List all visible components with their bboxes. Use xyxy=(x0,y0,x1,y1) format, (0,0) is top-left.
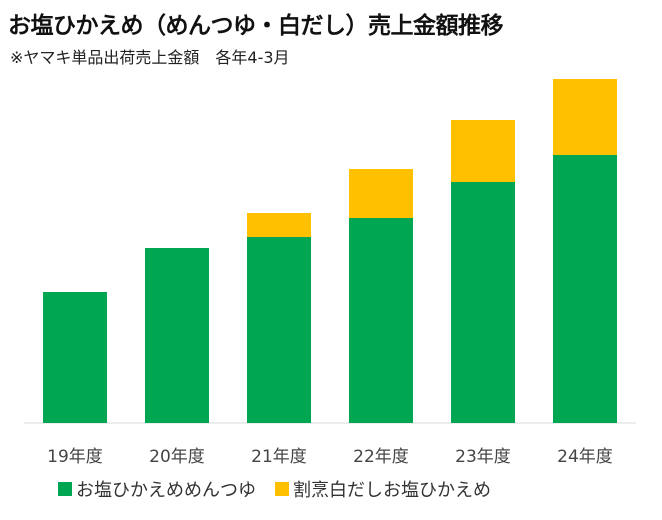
bar-shirodashi-2 xyxy=(247,213,311,237)
legend-swatch-0 xyxy=(58,482,72,496)
bar-mentsuyu-3 xyxy=(349,218,413,423)
bar-mentsuyu-0 xyxy=(43,292,107,423)
x-tick-label: 23年度 xyxy=(455,447,511,467)
bar-shirodashi-5 xyxy=(553,79,617,155)
chart-subtitle: ※ヤマキ単品出荷売上金額 各年4-3月 xyxy=(10,48,290,67)
legend-swatch-1 xyxy=(275,482,289,496)
bar-mentsuyu-4 xyxy=(451,182,515,423)
bar-shirodashi-3 xyxy=(349,169,413,218)
chart-title: お塩ひかえめ（めんつゆ・白だし）売上金額推移 xyxy=(8,13,504,39)
x-tick-label: 20年度 xyxy=(149,447,205,467)
x-tick-label: 21年度 xyxy=(251,447,307,467)
bar-shirodashi-4 xyxy=(451,120,515,182)
x-tick-label: 24年度 xyxy=(557,447,613,467)
bar-mentsuyu-5 xyxy=(553,155,617,423)
bar-mentsuyu-2 xyxy=(247,237,311,423)
legend-label-1: 割烹白だしお塩ひかえめ xyxy=(293,480,491,501)
x-tick-label: 19年度 xyxy=(47,447,103,467)
bar-mentsuyu-1 xyxy=(145,248,209,423)
x-tick-label: 22年度 xyxy=(353,447,409,467)
legend-label-0: お塩ひかえめめんつゆ xyxy=(76,480,256,501)
